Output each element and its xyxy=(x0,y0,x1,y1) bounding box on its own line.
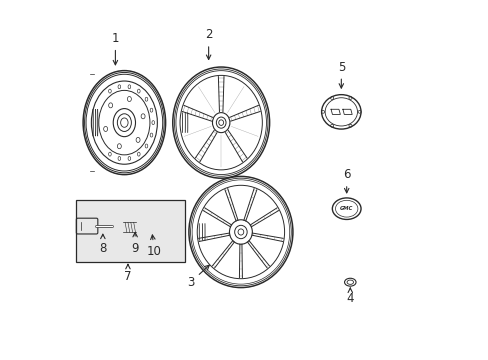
Text: 2: 2 xyxy=(204,28,212,59)
Text: 1: 1 xyxy=(111,32,119,65)
Text: GMC: GMC xyxy=(339,206,353,211)
Text: 3: 3 xyxy=(186,265,209,289)
Bar xyxy=(76,200,185,262)
Text: 5: 5 xyxy=(337,60,345,88)
Text: 8: 8 xyxy=(99,234,106,255)
Text: 9: 9 xyxy=(131,233,139,255)
Text: 7: 7 xyxy=(124,264,131,283)
Text: 6: 6 xyxy=(342,168,350,193)
Text: 10: 10 xyxy=(146,235,161,258)
Text: 4: 4 xyxy=(346,288,353,305)
